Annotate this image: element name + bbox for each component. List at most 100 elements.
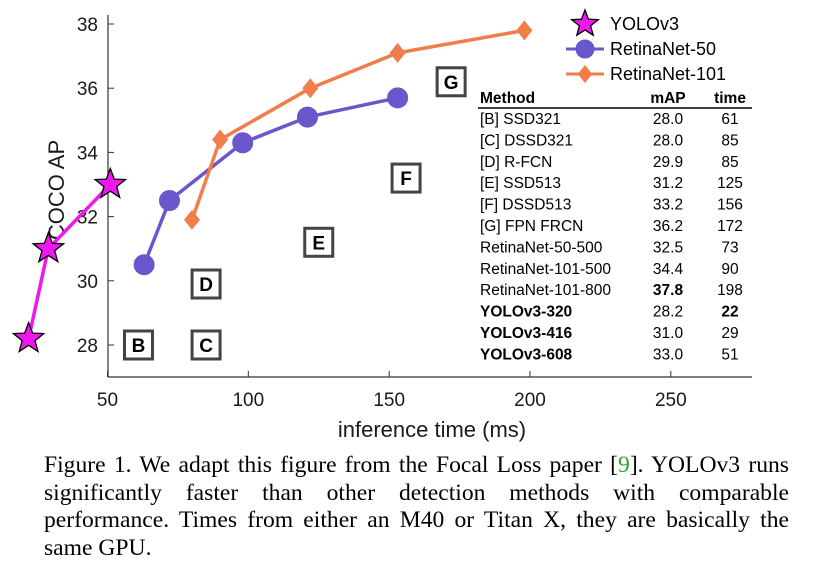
- table-cell-method: [F] DSSD513: [480, 197, 571, 214]
- box-marker: [303, 226, 335, 258]
- y-tick-label: 28: [77, 336, 98, 357]
- series-retinanet-50: [133, 87, 409, 276]
- box-marker: [190, 329, 222, 361]
- table-cell-time: 29: [721, 325, 738, 342]
- table-cell-method: [B] SSD321: [480, 111, 561, 128]
- series-group: [11, 20, 533, 353]
- legend-marker: [569, 8, 601, 37]
- data-point: [212, 129, 229, 150]
- table-cell-map: 32.5: [653, 239, 683, 256]
- x-tick-label: 100: [232, 390, 264, 411]
- box-letter: F: [400, 169, 412, 190]
- table-cell-map: 28.0: [653, 111, 684, 128]
- data-point: [232, 132, 254, 154]
- table-row: RetinaNet-101-500 34.4 90: [480, 261, 739, 278]
- table-cell-method: RetinaNet-50-500: [480, 239, 603, 256]
- data-point: [158, 190, 180, 212]
- axes: [107, 15, 752, 378]
- table-cell-map: 33.0: [653, 346, 684, 363]
- table-cell-time: 125: [717, 175, 743, 192]
- table-cell-time: 51: [721, 346, 738, 363]
- data-point: [302, 78, 319, 99]
- table-cell-method: YOLOv3-608: [480, 346, 573, 363]
- table-header-map: mAP: [650, 90, 685, 107]
- series-yolov3: [11, 166, 128, 353]
- table-cell-method: [G] FPN FRCN: [480, 218, 583, 235]
- legend-item-yolov3: YOLOv3: [569, 8, 679, 37]
- x-tick-label: 200: [514, 390, 546, 411]
- series-line: [142, 96, 398, 266]
- y-tick-label: 38: [77, 15, 98, 36]
- table-cell-map: 33.2: [653, 197, 683, 214]
- y-tick-label: 30: [77, 272, 98, 293]
- x-tick-label: 150: [373, 390, 405, 411]
- data-point: [387, 87, 409, 109]
- legend-item-retinanet-50: RetinaNet-50: [566, 39, 716, 59]
- table-cell-map: 36.2: [653, 218, 683, 235]
- table-cell-method: RetinaNet-101-500: [480, 261, 611, 278]
- table-cell-time: 85: [721, 132, 738, 149]
- table-header-method: Method: [480, 90, 535, 107]
- caption-text-start: Figure 1. We adapt this figure from the …: [44, 452, 619, 478]
- table-cell-time: 22: [721, 304, 738, 321]
- table-row: YOLOv3-608 33.0 51: [480, 346, 739, 363]
- box-marker: [190, 268, 222, 300]
- caption-reference[interactable]: 9: [618, 452, 630, 478]
- results-table: Method mAP time [B] SSD321 28.0 61 [C] DSSD321…: [478, 90, 752, 363]
- legend-marker: [575, 39, 595, 59]
- x-tick-label: 50: [97, 390, 118, 411]
- table-row: [C] DSSD321 28.0 85: [480, 132, 739, 149]
- x-axis-label: inference time (ms): [338, 417, 526, 442]
- table-cell-time: 156: [717, 197, 743, 214]
- y-tick-label: 34: [77, 143, 99, 164]
- data-point: [31, 230, 66, 264]
- table-cell-map: 28.0: [653, 132, 684, 149]
- table-row: [B] SSD321 28.0 61: [480, 111, 739, 128]
- figure-caption: Figure 1. We adapt this figure from the …: [44, 452, 789, 562]
- table-cell-time: 85: [721, 154, 738, 171]
- table-header-time: time: [714, 90, 746, 107]
- table-cell-time: 61: [721, 111, 738, 128]
- box-letter: E: [312, 233, 325, 254]
- data-point: [184, 209, 201, 230]
- data-point: [296, 106, 318, 128]
- table-row: YOLOv3-320 28.2 22: [480, 304, 739, 321]
- boxed-point-c: C: [190, 329, 222, 361]
- boxed-points: B C D E F G: [122, 66, 467, 361]
- data-point: [516, 20, 533, 41]
- boxed-point-d: D: [190, 268, 222, 300]
- table-row: YOLOv3-416 31.0 29: [480, 325, 739, 342]
- table-cell-time: 90: [721, 261, 739, 278]
- legend-item-retinanet-101: RetinaNet-101: [566, 64, 726, 84]
- x-tick-labels: 50 100 150 200 250: [97, 390, 687, 411]
- boxed-point-g: G: [435, 66, 467, 98]
- boxed-point-b: B: [122, 329, 154, 361]
- table-row: RetinaNet-101-800 37.8 198: [480, 282, 743, 299]
- data-point: [389, 42, 406, 63]
- series-line: [26, 183, 112, 339]
- data-point: [133, 254, 155, 276]
- table-cell-method: RetinaNet-101-800: [480, 282, 611, 299]
- table-cell-time: 172: [717, 218, 743, 235]
- table-row: [F] DSSD513 33.2 156: [480, 197, 743, 214]
- table-row: RetinaNet-50-500 32.5 73: [480, 239, 739, 256]
- table-cell-map: 37.8: [653, 282, 684, 299]
- boxed-point-f: F: [390, 162, 422, 194]
- table-cell-time: 198: [717, 282, 743, 299]
- legend: YOLOv3 RetinaNet-50 RetinaNet-101: [566, 8, 726, 84]
- table-cell-method: YOLOv3-320: [480, 304, 572, 321]
- table-cell-map: 31.2: [653, 175, 683, 192]
- box-letter: D: [199, 275, 213, 296]
- box-marker: [390, 162, 422, 194]
- series-retinanet-101: [184, 20, 533, 230]
- table-cell-method: YOLOv3-416: [480, 325, 573, 342]
- table-cell-time: 73: [721, 239, 738, 256]
- table-row: [G] FPN FRCN 36.2 172: [480, 218, 743, 235]
- box-letter: C: [199, 336, 213, 357]
- legend-label: RetinaNet-50: [610, 39, 716, 59]
- data-point: [93, 166, 128, 199]
- y-axis-label: COCO AP: [44, 140, 69, 240]
- legend-label: RetinaNet-101: [610, 64, 726, 84]
- caption-text-end: ]. YOLOv3 runs significantly faster than…: [44, 452, 789, 561]
